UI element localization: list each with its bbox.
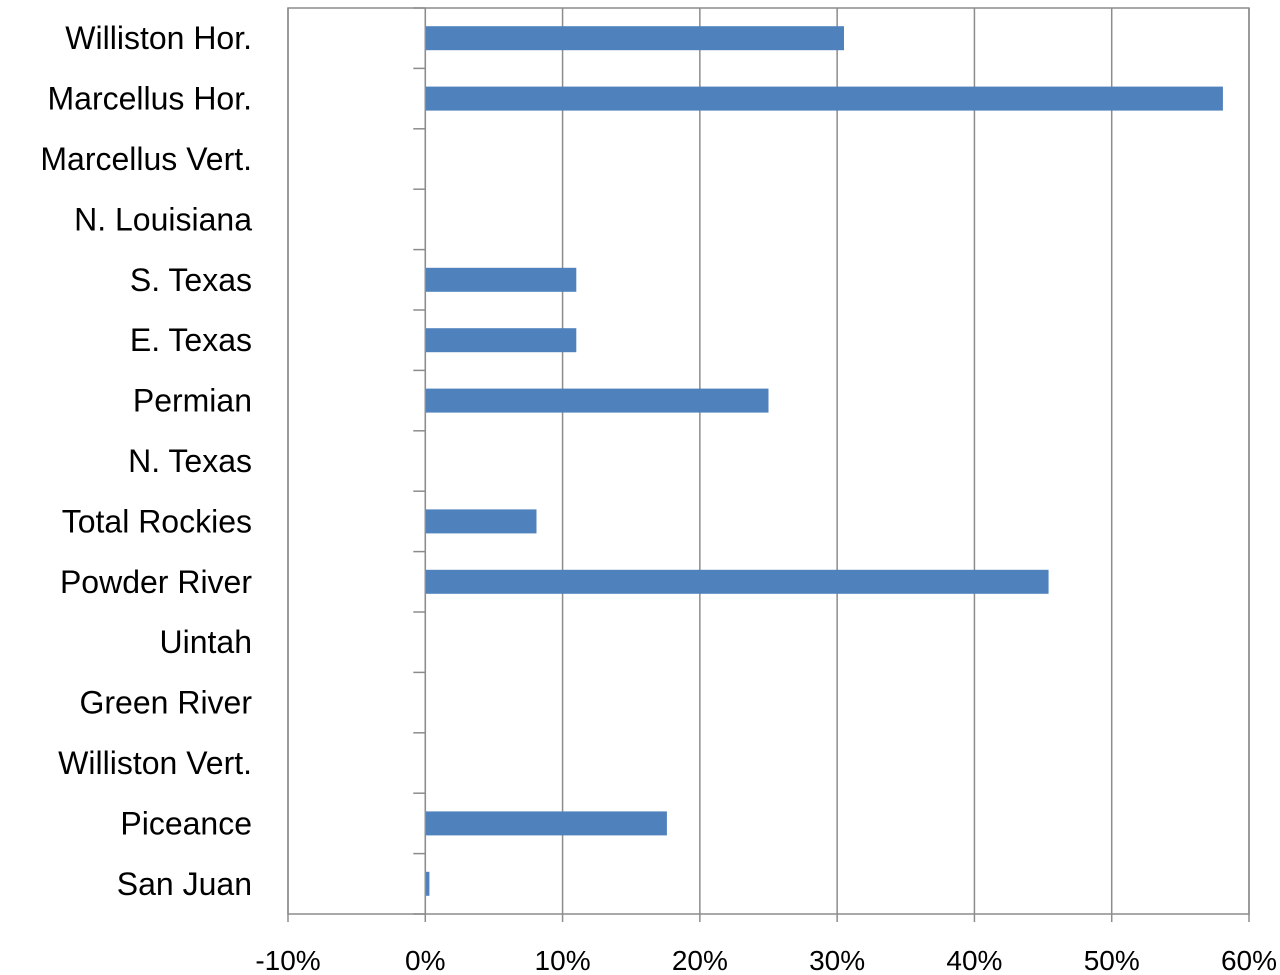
- bars: [425, 26, 1223, 896]
- category-label: Permian: [133, 383, 252, 419]
- category-label: Williston Hor.: [65, 20, 252, 56]
- bar: [425, 509, 537, 534]
- category-label: Williston Vert.: [58, 745, 252, 781]
- bar: [425, 328, 577, 353]
- bar: [425, 267, 577, 292]
- bar: [425, 86, 1223, 111]
- bar: [425, 388, 769, 413]
- category-label: Total Rockies: [62, 503, 252, 539]
- category-label: S. Texas: [130, 262, 252, 298]
- category-label: Uintah: [160, 624, 253, 660]
- category-labels: Williston Hor. Marcellus Hor. Marcellus Ve…: [40, 20, 252, 902]
- x-tick-label: 50%: [1084, 945, 1140, 975]
- x-tick-labels: -10% 0% 10% 20% 30% 40% 50% 60%: [255, 945, 1277, 975]
- x-tick-label: 0%: [405, 945, 445, 975]
- category-label: Green River: [80, 685, 253, 721]
- x-tick-label: 30%: [809, 945, 865, 975]
- category-axis: [413, 7, 427, 915]
- bar: [425, 871, 430, 896]
- x-tick-label: -10%: [255, 945, 320, 975]
- bar: [425, 26, 845, 51]
- category-label: Piceance: [120, 805, 252, 841]
- category-label: Powder River: [60, 564, 252, 600]
- bar: [425, 811, 667, 836]
- category-label: N. Louisiana: [74, 201, 252, 237]
- category-label: San Juan: [117, 866, 252, 902]
- x-tick-label: 40%: [946, 945, 1002, 975]
- x-tick-label: 20%: [672, 945, 728, 975]
- x-tick-label: 10%: [535, 945, 591, 975]
- category-label: Marcellus Vert.: [40, 141, 252, 177]
- bar: [425, 569, 1049, 594]
- category-label: E. Texas: [130, 322, 252, 358]
- plot-area-border: [287, 7, 1250, 915]
- category-label: Marcellus Hor.: [48, 81, 253, 117]
- category-label: N. Texas: [128, 443, 252, 479]
- x-tick-label: 60%: [1221, 945, 1277, 975]
